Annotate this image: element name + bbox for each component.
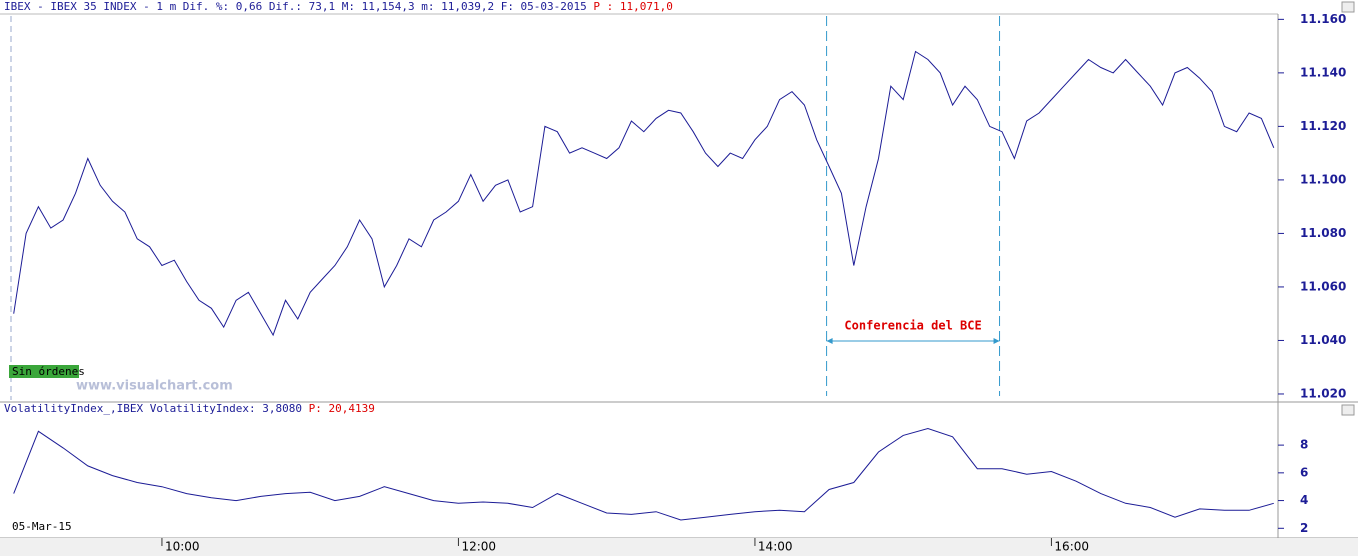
- data-line: [13, 50, 1275, 337]
- y-tick-label: 4: [1300, 493, 1308, 507]
- y-tick-label: 2: [1300, 521, 1308, 535]
- x-tick-label: 12:00: [461, 540, 496, 554]
- header-price: P : 11,071,0: [593, 0, 672, 13]
- vol-price: P: 20,4139: [309, 402, 375, 415]
- x-axis-strip: [0, 538, 1358, 556]
- header-title: IBEX - IBEX 35 INDEX - 1 m Dif. %: 0,66 …: [4, 0, 587, 13]
- status-text: Sin órdenes: [12, 365, 85, 378]
- y-tick-label: 11.020: [1300, 386, 1346, 400]
- x-tick-label: 10:00: [165, 540, 200, 554]
- y-tick-label: 8: [1300, 438, 1308, 452]
- header: IBEX - IBEX 35 INDEX - 1 m Dif. %: 0,66 …: [4, 0, 673, 13]
- data-line: [13, 427, 1274, 521]
- vol-header: VolatilityIndex_,IBEX VolatilityIndex: 3…: [4, 402, 375, 415]
- y-tick-label: 11.080: [1300, 226, 1346, 240]
- window-button[interactable]: [1341, 1, 1355, 13]
- y-tick-label: 11.060: [1300, 279, 1346, 293]
- date-label: 05-Mar-15: [12, 520, 72, 533]
- watermark: www.visualchart.com: [76, 379, 233, 394]
- y-tick-label: 11.140: [1300, 65, 1346, 79]
- y-tick-label: 11.160: [1300, 12, 1346, 26]
- x-tick-label: 16:00: [1054, 540, 1089, 554]
- vol-title: VolatilityIndex_,IBEX VolatilityIndex: 3…: [4, 402, 302, 415]
- x-tick-label: 14:00: [758, 540, 793, 554]
- status-badge: [9, 365, 79, 378]
- window-button[interactable]: [1341, 404, 1355, 416]
- y-tick-label: 6: [1300, 465, 1308, 479]
- y-tick-label: 11.100: [1300, 172, 1346, 186]
- event-label: Conferencia del BCE: [844, 319, 981, 333]
- y-tick-label: 11.120: [1300, 119, 1346, 133]
- y-tick-label: 11.040: [1300, 333, 1346, 347]
